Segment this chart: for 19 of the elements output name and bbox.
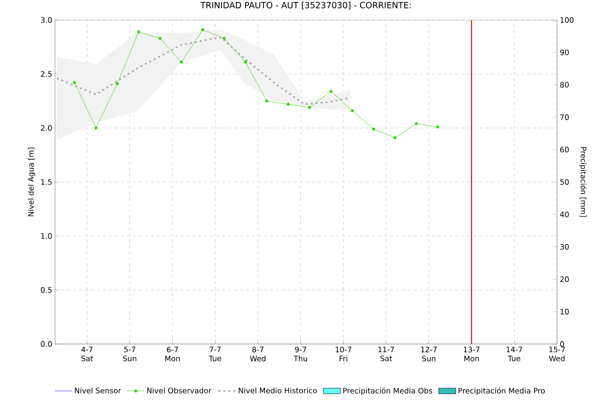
point bbox=[350, 109, 354, 112]
point bbox=[394, 136, 397, 140]
point bbox=[436, 125, 440, 128]
point bbox=[73, 81, 76, 84]
point bbox=[286, 102, 290, 106]
point bbox=[137, 30, 140, 34]
point bbox=[222, 36, 226, 40]
point bbox=[308, 106, 312, 109]
point bbox=[244, 60, 247, 64]
point bbox=[94, 126, 98, 130]
point bbox=[116, 82, 119, 86]
point bbox=[201, 28, 204, 32]
point bbox=[158, 36, 162, 40]
point bbox=[180, 60, 183, 64]
chart-title: TRINIDAD PAUTO - AUT [35237030] - CORRIENTE: bbox=[200, 2, 411, 10]
point bbox=[329, 90, 332, 93]
point bbox=[414, 122, 418, 126]
point bbox=[372, 128, 376, 131]
point bbox=[265, 100, 268, 102]
